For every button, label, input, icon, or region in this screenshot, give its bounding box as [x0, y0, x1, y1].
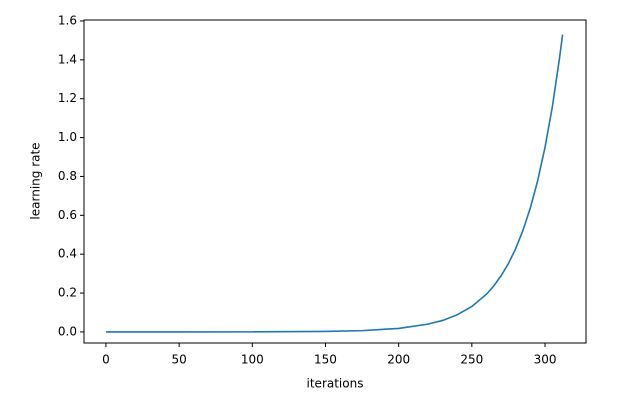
axes-frame: [83, 19, 587, 344]
x-tick-label: 300: [534, 353, 557, 367]
y-tick-label: 0.8: [58, 169, 77, 183]
line-series: [105, 34, 564, 333]
y-tick-label: 1.4: [58, 52, 77, 66]
x-tick-label: 100: [241, 353, 264, 367]
y-tick-label: 0.6: [58, 208, 77, 222]
x-axis-label: iterations: [307, 377, 364, 391]
y-axis-label: learning rate: [29, 142, 43, 219]
x-tick-label: 150: [314, 353, 337, 367]
x-tick-label: 0: [102, 353, 110, 367]
y-tick-label: 1.0: [58, 130, 77, 144]
y-tick-label: 0.2: [58, 286, 77, 300]
x-tick-label: 250: [460, 353, 483, 367]
y-tick-label: 0.0: [58, 324, 77, 338]
x-tick-label: 200: [387, 353, 410, 367]
y-tick-label: 1.6: [58, 13, 77, 27]
y-tick-label: 0.4: [58, 247, 77, 261]
y-tick-label: 1.2: [58, 91, 77, 105]
x-tick-label: 50: [171, 353, 186, 367]
